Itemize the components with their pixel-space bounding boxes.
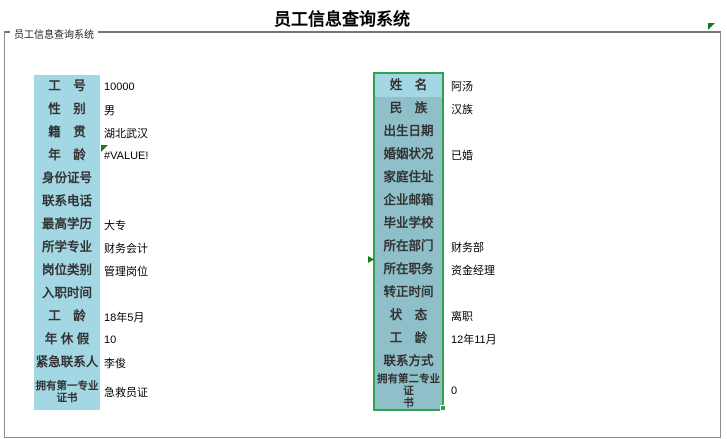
page-title: 员工信息查询系统 <box>274 10 410 29</box>
label-cell-age[interactable]: 年 龄 <box>48 148 86 162</box>
label-cell-annual-leave[interactable]: 年 休 假 <box>44 332 90 346</box>
value-birth-date[interactable] <box>451 120 681 143</box>
value-service-years[interactable]: 18年5月 <box>104 311 145 324</box>
label-cell-department[interactable]: 所在部门 <box>383 239 434 253</box>
label-cell-second-certificate[interactable]: 拥有第二专业证 书 <box>377 373 440 409</box>
label-cell-service-years-2[interactable]: 工 龄 <box>389 331 428 345</box>
label-cell-birthplace[interactable]: 籍 贯 <box>48 125 86 139</box>
label-cell-hire-date[interactable]: 入职时间 <box>41 286 92 300</box>
label-cell-phone[interactable]: 联系电话 <box>41 194 92 208</box>
label-cell-company-email[interactable]: 企业邮箱 <box>383 193 434 207</box>
label-cell-contact-info[interactable]: 联系方式 <box>383 354 434 368</box>
value-emergency-contact[interactable]: 李俊 <box>104 357 126 370</box>
label-cell-gender[interactable]: 性 别 <box>48 102 86 116</box>
label-cell-service-years[interactable]: 工 龄 <box>48 309 86 323</box>
value-school[interactable] <box>451 212 681 235</box>
value-id-number[interactable] <box>104 167 334 190</box>
value-employee-id[interactable]: 10000 <box>104 80 135 93</box>
label-cell-first-certificate[interactable]: 拥有第一专业 证书 <box>35 380 99 404</box>
cell-error-indicator-icon <box>101 145 108 152</box>
row-flag-indicator-icon <box>368 256 374 263</box>
value-birthplace[interactable]: 湖北武汉 <box>104 127 148 140</box>
value-contact-info[interactable] <box>451 350 681 373</box>
label-cell-status[interactable]: 状 态 <box>389 308 428 322</box>
value-age[interactable]: #VALUE! <box>104 149 149 162</box>
label-cell-job-category[interactable]: 岗位类别 <box>41 263 92 277</box>
label-cell-name-active-cell[interactable]: 姓 名 <box>375 74 442 97</box>
value-education[interactable]: 大专 <box>104 219 126 232</box>
value-gender[interactable]: 男 <box>104 104 115 117</box>
left-label-column: 工 号 性 别 籍 贯 年 龄 身份证号 联系电话 最高学历 所学专业 岗位类别… <box>34 75 100 410</box>
label-cell-marital-status[interactable]: 婚姻状况 <box>383 147 434 161</box>
label-cell-regularization-date[interactable]: 转正时间 <box>383 285 434 299</box>
label-cell-emergency-contact[interactable]: 紧急联系人 <box>35 355 99 369</box>
value-annual-leave[interactable]: 10 <box>104 333 117 346</box>
value-major[interactable]: 财务会计 <box>104 242 148 255</box>
groupbox-caption: 员工信息查询系统 <box>10 26 98 41</box>
label-cell-education[interactable]: 最高学历 <box>41 217 92 231</box>
label-cell-position[interactable]: 所在职务 <box>383 262 434 276</box>
value-job-category[interactable]: 管理岗位 <box>104 265 148 278</box>
left-value-column: 10000 男 湖北武汉 #VALUE! 大专 财务会计 管理岗位 18年5月 … <box>104 75 334 410</box>
label-cell-birth-date[interactable]: 出生日期 <box>383 124 434 138</box>
value-hire-date[interactable] <box>104 282 334 305</box>
value-position[interactable]: 资金经理 <box>451 264 495 277</box>
label-cell-ethnicity[interactable]: 民 族 <box>389 101 428 115</box>
right-label-column-selected-range: 姓 名 民 族 出生日期 婚姻状况 家庭住址 企业邮箱 毕业学校 所在部门 所在… <box>373 72 444 411</box>
value-home-address[interactable] <box>451 166 681 189</box>
label-cell-school[interactable]: 毕业学校 <box>383 216 434 230</box>
value-phone[interactable] <box>104 190 334 213</box>
right-value-column: 阿汤 汉族 已婚 财务部 资金经理 离职 12年11月 0 <box>451 74 681 409</box>
employee-info-groupbox: 员工信息查询系统 <box>4 26 721 438</box>
label-cell-id-number[interactable]: 身份证号 <box>41 171 92 185</box>
value-service-years-2[interactable]: 12年11月 <box>451 333 497 346</box>
value-company-email[interactable] <box>451 189 681 212</box>
value-second-certificate[interactable]: 0 <box>451 385 458 397</box>
label-cell-employee-id[interactable]: 工 号 <box>48 79 86 93</box>
selection-fill-handle[interactable] <box>440 405 446 411</box>
value-first-certificate[interactable]: 急救员证 <box>104 387 148 399</box>
value-status[interactable]: 离职 <box>451 310 473 323</box>
value-regularization-date[interactable] <box>451 281 681 304</box>
value-department[interactable]: 财务部 <box>451 241 484 254</box>
label-cell-major[interactable]: 所学专业 <box>41 240 92 254</box>
value-name[interactable]: 阿汤 <box>451 80 473 93</box>
label-cell-home-address[interactable]: 家庭住址 <box>383 170 434 184</box>
top-flag-indicator-icon <box>708 23 715 30</box>
value-marital-status[interactable]: 已婚 <box>451 149 473 162</box>
value-ethnicity[interactable]: 汉族 <box>451 103 473 116</box>
